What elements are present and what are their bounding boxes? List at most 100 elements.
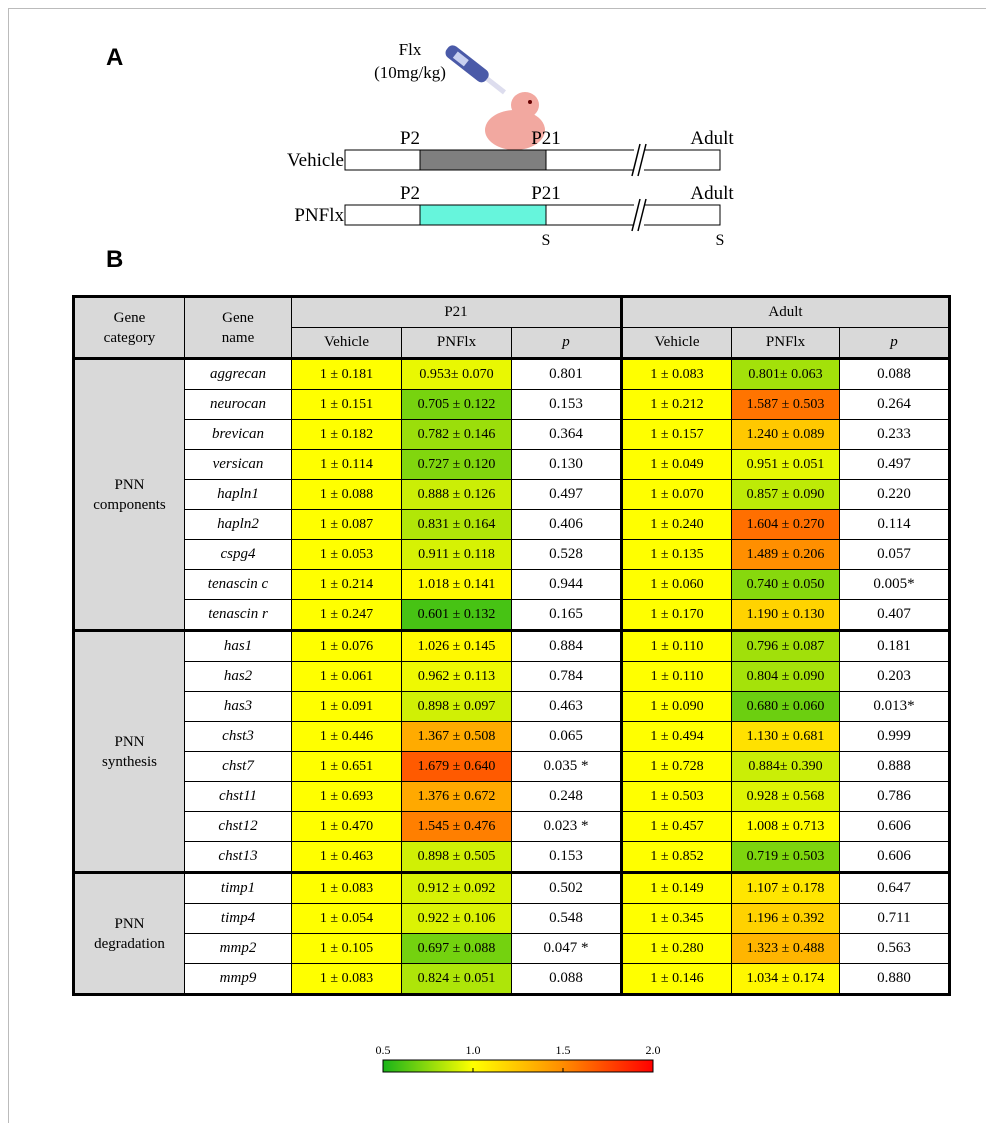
expression-cell: 1 ± 0.182 — [292, 420, 402, 450]
gene-name: chst13 — [185, 842, 292, 873]
expression-cell: 1 ± 0.087 — [292, 510, 402, 540]
column-header: PNFlx — [402, 328, 512, 359]
expression-cell: 1.604 ± 0.270 — [732, 510, 840, 540]
p-value: 0.165 — [512, 600, 622, 631]
treatment-period — [420, 150, 546, 170]
colorbar: 0.51.01.52.0 — [0, 1035, 986, 1095]
time-label: P21 — [531, 128, 561, 149]
period-header: Adult — [622, 297, 950, 328]
expression-cell: 1 ± 0.091 — [292, 692, 402, 722]
p-value: 0.407 — [840, 600, 950, 631]
time-label: Adult — [690, 128, 734, 149]
period-header: P21 — [292, 297, 622, 328]
gene-row: timp41 ± 0.0540.922 ± 0.1060.5481 ± 0.34… — [74, 904, 950, 934]
category-line: PNN — [75, 914, 184, 934]
gene-name: mmp9 — [185, 964, 292, 995]
gene-name: has3 — [185, 692, 292, 722]
p-value: 0.884 — [512, 631, 622, 662]
category-cell: PNNcomponents — [74, 359, 185, 631]
p-value: 0.153 — [512, 842, 622, 873]
expression-cell: 1 ± 0.446 — [292, 722, 402, 752]
gene-name: has1 — [185, 631, 292, 662]
expression-cell: 1 ± 0.693 — [292, 782, 402, 812]
gene-name: chst7 — [185, 752, 292, 782]
expression-cell: 0.804 ± 0.090 — [732, 662, 840, 692]
column-header: p — [840, 328, 950, 359]
expression-cell: 1 ± 0.070 — [622, 480, 732, 510]
expression-cell: 1 ± 0.247 — [292, 600, 402, 631]
expression-cell: 0.962 ± 0.113 — [402, 662, 512, 692]
expression-cell: 0.857 ± 0.090 — [732, 480, 840, 510]
gene-name: tenascin c — [185, 570, 292, 600]
expression-cell: 1.130 ± 0.681 — [732, 722, 840, 752]
gene-table: GenecategoryGenenameP21AdultVehiclePNFlx… — [72, 295, 951, 996]
group-label: PNFlx — [294, 205, 344, 226]
expression-cell: 0.831 ± 0.164 — [402, 510, 512, 540]
category-line: PNN — [75, 732, 184, 752]
expression-cell: 0.740 ± 0.050 — [732, 570, 840, 600]
pipette — [443, 43, 508, 98]
expression-cell: 1.376 ± 0.672 — [402, 782, 512, 812]
pipette-body — [443, 43, 491, 85]
expression-cell: 0.922 ± 0.106 — [402, 904, 512, 934]
colorbar-tick-label: 1.5 — [556, 1043, 571, 1057]
p-value: 0.888 — [840, 752, 950, 782]
expression-cell: 0.727 ± 0.120 — [402, 450, 512, 480]
expression-cell: 1 ± 0.240 — [622, 510, 732, 540]
pup-head — [511, 92, 539, 118]
expression-cell: 0.782 ± 0.146 — [402, 420, 512, 450]
p-value: 0.005* — [840, 570, 950, 600]
column-header: PNFlx — [732, 328, 840, 359]
expression-cell: 1.190 ± 0.130 — [732, 600, 840, 631]
p-value: 0.088 — [512, 964, 622, 995]
sampling-mark: S — [542, 232, 551, 249]
expression-cell: 0.953± 0.070 — [402, 359, 512, 390]
category-line: components — [75, 495, 184, 515]
expression-cell: 0.928 ± 0.568 — [732, 782, 840, 812]
expression-cell: 1.679 ± 0.640 — [402, 752, 512, 782]
p-value: 0.528 — [512, 540, 622, 570]
expression-cell: 1.008 ± 0.713 — [732, 812, 840, 842]
p-value: 0.035 * — [512, 752, 622, 782]
gene-row: PNNcomponentsaggrecan1 ± 0.1810.953± 0.0… — [74, 359, 950, 390]
expression-cell: 1 ± 0.110 — [622, 662, 732, 692]
p-value: 0.880 — [840, 964, 950, 995]
gene-name: cspg4 — [185, 540, 292, 570]
category-cell: PNNdegradation — [74, 873, 185, 995]
p-value: 0.047 * — [512, 934, 622, 964]
expression-cell: 1.587 ± 0.503 — [732, 390, 840, 420]
p-value: 0.711 — [840, 904, 950, 934]
time-label: P2 — [400, 183, 420, 204]
expression-cell: 0.680 ± 0.060 — [732, 692, 840, 722]
expression-cell: 1 ± 0.083 — [622, 359, 732, 390]
expression-cell: 1 ± 0.054 — [292, 904, 402, 934]
category-line: PNN — [75, 475, 184, 495]
p-value: 0.606 — [840, 812, 950, 842]
expression-cell: 1 ± 0.170 — [622, 600, 732, 631]
p-value: 0.786 — [840, 782, 950, 812]
expression-cell: 1 ± 0.060 — [622, 570, 732, 600]
gene-name: has2 — [185, 662, 292, 692]
expression-cell: 1 ± 0.651 — [292, 752, 402, 782]
gene-name: hapln1 — [185, 480, 292, 510]
dose-label: (10mg/kg) — [374, 63, 446, 82]
pipette-tip — [486, 77, 506, 94]
expression-cell: 0.884± 0.390 — [732, 752, 840, 782]
sampling-mark: S — [716, 232, 725, 249]
gene-name: timp1 — [185, 873, 292, 904]
p-value: 0.502 — [512, 873, 622, 904]
expression-cell: 1 ± 0.083 — [292, 964, 402, 995]
p-value: 0.497 — [840, 450, 950, 480]
p-value: 0.181 — [840, 631, 950, 662]
time-label: Adult — [690, 183, 734, 204]
header-line: category — [75, 328, 184, 348]
p-value: 0.606 — [840, 842, 950, 873]
expression-cell: 0.796 ± 0.087 — [732, 631, 840, 662]
expression-cell: 0.898 ± 0.505 — [402, 842, 512, 873]
